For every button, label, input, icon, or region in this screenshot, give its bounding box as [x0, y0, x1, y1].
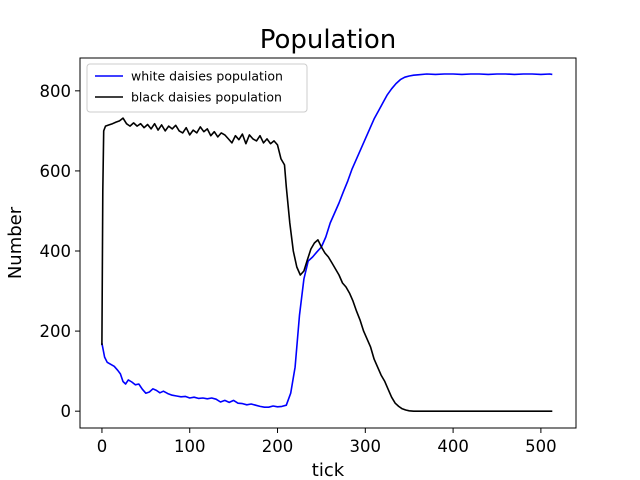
y-tick-label: 400: [40, 242, 72, 261]
legend-box: [86, 63, 308, 113]
x-axis: 0 100 200 300 400 500: [97, 428, 557, 456]
series-line-white-daisies: [101, 73, 553, 409]
x-axis-title: tick: [312, 460, 345, 480]
series-line-black-daisies: [101, 117, 553, 413]
legend-label: white daisies population: [131, 69, 283, 84]
plot-frame: [79, 57, 577, 429]
y-tick-label: 600: [40, 162, 72, 181]
plot-lines: [101, 73, 553, 413]
y-tick-label: 0: [61, 402, 72, 421]
y-axis: 0 200 400 600 800: [40, 82, 80, 421]
y-tick-label: 800: [40, 82, 72, 101]
x-tick-label: 0: [97, 437, 108, 456]
legend-label: black daisies population: [131, 90, 282, 105]
y-axis-title: Number: [5, 206, 26, 279]
legend: white daisies population black daisies po…: [86, 63, 308, 113]
x-tick-label: 400: [437, 437, 469, 456]
x-tick-label: 200: [262, 437, 294, 456]
x-tick-label: 300: [350, 437, 382, 456]
x-tick-label: 500: [525, 437, 557, 456]
x-tick-label: 100: [174, 437, 206, 456]
y-tick-label: 200: [40, 322, 72, 341]
chart-title: Population: [260, 25, 397, 55]
